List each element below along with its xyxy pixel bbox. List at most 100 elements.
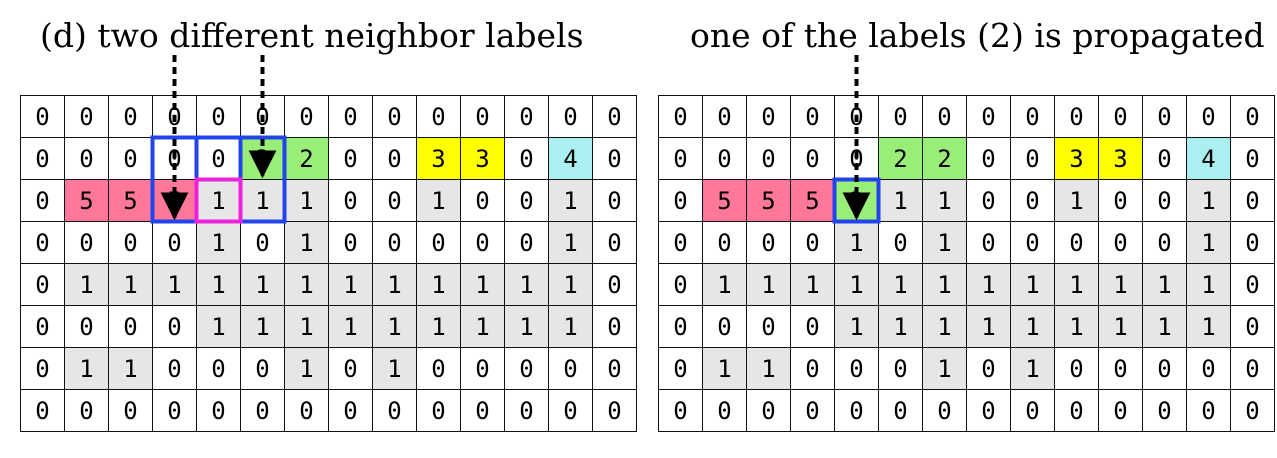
grid-cell: 0 xyxy=(878,347,923,390)
grid-cell: 0 xyxy=(592,305,637,348)
grid-cell: 0 xyxy=(460,95,505,138)
grid-cell: 0 xyxy=(790,95,835,138)
grid-cell: 0 xyxy=(702,137,747,180)
grid-cell: 0 xyxy=(328,95,373,138)
grid-cell: 1 xyxy=(1186,305,1231,348)
grid-cell: 0 xyxy=(284,95,329,138)
grid-cell: 0 xyxy=(966,95,1011,138)
grid-cell: 0 xyxy=(658,389,703,432)
grid-cell: 0 xyxy=(372,221,417,264)
grid-cell: 0 xyxy=(1010,137,1055,180)
grid-cell: 0 xyxy=(152,305,197,348)
grid-cell: 1 xyxy=(1186,263,1231,306)
grid-cell: 0 xyxy=(284,389,329,432)
grid-cell: 0 xyxy=(328,221,373,264)
grid-cell: 0 xyxy=(1054,347,1099,390)
grid-cell: 0 xyxy=(834,347,879,390)
grid-cell: 0 xyxy=(20,305,65,348)
grid-cell: 1 xyxy=(1098,263,1143,306)
grid-cell: 1 xyxy=(878,305,923,348)
grid-cell: 0 xyxy=(658,347,703,390)
grid-cell: 0 xyxy=(1054,221,1099,264)
grid-cell: 0 xyxy=(746,305,791,348)
grid-cell: 0 xyxy=(1230,305,1275,348)
grid-cell: 0 xyxy=(64,221,109,264)
grid-cell: 0 xyxy=(834,137,879,180)
grid-cell: 0 xyxy=(152,347,197,390)
grid-cell: 0 xyxy=(240,95,285,138)
grid-cell: 0 xyxy=(196,95,241,138)
grid-cell: 1 xyxy=(284,305,329,348)
grid-cell: 1 xyxy=(108,347,153,390)
grid-cell: 0 xyxy=(1054,389,1099,432)
grid-cell: 0 xyxy=(658,263,703,306)
grid-cell: 1 xyxy=(746,347,791,390)
grid-cell: 0 xyxy=(416,221,461,264)
grid-cell: 1 xyxy=(372,263,417,306)
grid-cell: 1 xyxy=(1054,179,1099,222)
grid-cell: 0 xyxy=(1230,95,1275,138)
grid-cell: 1 xyxy=(64,347,109,390)
grid-cell: 0 xyxy=(416,95,461,138)
grid-cell: 5 xyxy=(108,179,153,222)
grid-cell: 1 xyxy=(1010,305,1055,348)
grid-cell: 0 xyxy=(504,95,549,138)
grid-cell: 0 xyxy=(504,389,549,432)
grid-cell: 1 xyxy=(834,305,879,348)
grid-cell: 1 xyxy=(152,263,197,306)
grid-cell: 1 xyxy=(284,221,329,264)
grid-cell: 0 xyxy=(966,389,1011,432)
grid-cell: 0 xyxy=(108,95,153,138)
grid-cell: 0 xyxy=(790,389,835,432)
grid-cell: 1 xyxy=(240,305,285,348)
grid-cell: 1 xyxy=(966,305,1011,348)
grid-cell: 0 xyxy=(504,179,549,222)
grid-cell: 0 xyxy=(548,347,593,390)
grid-cell: 0 xyxy=(790,347,835,390)
grid-cell: 0 xyxy=(328,137,373,180)
grid-cell: 3 xyxy=(416,137,461,180)
grid-cell: 1 xyxy=(746,263,791,306)
grid-cell: 0 xyxy=(966,347,1011,390)
grid-cell: 1 xyxy=(240,179,285,222)
grid-cell: 1 xyxy=(922,179,967,222)
grid-cell: 1 xyxy=(196,221,241,264)
grid-cell: 0 xyxy=(152,389,197,432)
grid-cell: 0 xyxy=(152,221,197,264)
grid-cell: 0 xyxy=(1010,389,1055,432)
grid-cell: 0 xyxy=(152,95,197,138)
grid-cell: 0 xyxy=(1098,389,1143,432)
grid-cell: 0 xyxy=(64,137,109,180)
grid-cell: 0 xyxy=(702,389,747,432)
grid-cell: 0 xyxy=(196,389,241,432)
grid-cell: 0 xyxy=(702,95,747,138)
grid-cell: 0 xyxy=(240,221,285,264)
grid-cell: 0 xyxy=(746,137,791,180)
grid-cell: 0 xyxy=(1230,263,1275,306)
grid-cell: 1 xyxy=(196,179,241,222)
grid-cell: 0 xyxy=(922,95,967,138)
grid-cell: 1 xyxy=(1186,221,1231,264)
grid-cell: 1 xyxy=(548,263,593,306)
grid-cell: 1 xyxy=(922,305,967,348)
grid-cell: 0 xyxy=(592,179,637,222)
grid-cell: 0 xyxy=(702,305,747,348)
grid-cell: 4 xyxy=(1186,137,1231,180)
grid-cell: 0 xyxy=(746,389,791,432)
grid-cell: 1 xyxy=(1010,263,1055,306)
grid-cell: 1 xyxy=(108,263,153,306)
grid-cell: 0 xyxy=(64,389,109,432)
grid-cell: 0 xyxy=(790,305,835,348)
grid-cell: 0 xyxy=(658,179,703,222)
